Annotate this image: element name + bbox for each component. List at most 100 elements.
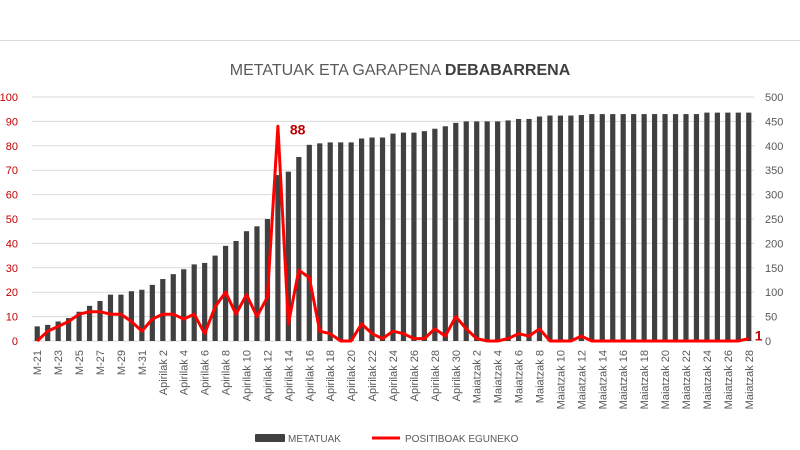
bar-metatuak (547, 115, 553, 341)
left-axis-tick-label: 70 (6, 165, 18, 177)
x-axis-tick-label: Maiatzak 16 (618, 350, 630, 409)
x-axis-tick-label: Maiatzak 22 (681, 350, 693, 409)
bar-metatuak (704, 112, 710, 341)
x-axis-tick-label: Apirilak 22 (367, 350, 379, 401)
x-axis-tick-label: M-29 (116, 350, 128, 375)
x-axis-tick-label: M-25 (74, 350, 86, 375)
bar-metatuak (170, 274, 176, 341)
bar-metatuak (306, 144, 312, 341)
bar-metatuak (463, 121, 469, 342)
bar-metatuak (432, 128, 438, 341)
bar-metatuak (128, 291, 135, 341)
title-regular: METATUAK ETA GARAPENA (230, 62, 445, 79)
bar-metatuak (725, 112, 731, 341)
bar-metatuak (97, 300, 103, 341)
x-axis-tick-label: M-23 (53, 350, 65, 375)
bar-metatuak (390, 133, 396, 341)
left-axis-tick-label: 60 (6, 190, 18, 202)
bar-metatuak (578, 115, 584, 341)
x-axis-tick-label: Apirilak 14 (283, 350, 295, 401)
bar-metatuak (254, 226, 260, 341)
chart-title: METATUAK ETA GARAPENA DEBABARRENA (230, 62, 571, 79)
x-axis-tick-label: Maiatzak 8 (534, 350, 546, 403)
x-axis-tick-label: Maiatzak 12 (576, 350, 588, 409)
bar-metatuak (296, 157, 302, 341)
bar-metatuak (662, 114, 668, 341)
x-axis-tick-label: Apirilak 12 (262, 350, 274, 401)
x-axis-tick-label: Apirilak 20 (346, 350, 358, 401)
x-axis-tick-label: Maiatzak 6 (514, 350, 526, 403)
right-axis-tick-label: 150 (765, 263, 783, 275)
legend-label-positiboak: POSITIBOAK EGUNEKO (405, 434, 519, 445)
x-axis-tick-label: Apirilak 2 (158, 350, 170, 395)
bar-metatuak (149, 284, 155, 341)
right-axis-tick-label: 300 (765, 190, 783, 202)
bar-metatuak (66, 318, 72, 341)
bar-metatuak (651, 114, 658, 341)
bar-metatuak (505, 120, 511, 341)
top-border (0, 40, 800, 41)
right-axis-tick-label: 450 (765, 116, 783, 128)
x-axis-tick-label: Maiatzak 10 (555, 350, 567, 409)
bar-metatuak (212, 255, 218, 341)
bar-metatuak (379, 137, 386, 341)
left-axis-tick-label: 10 (6, 312, 18, 324)
data-label: 88 (290, 121, 306, 137)
x-axis-tick-label: Maiatzak 24 (702, 350, 714, 409)
bar-metatuak (411, 132, 417, 341)
bar-metatuak (610, 114, 616, 341)
bar-metatuak (359, 138, 365, 341)
bar-metatuak (421, 131, 427, 341)
x-axis-tick-label: M-27 (95, 350, 107, 375)
left-axis-tick-label: 0 (12, 336, 18, 348)
x-axis-tick-label: Apirilak 18 (325, 350, 337, 401)
bar-metatuak (672, 114, 679, 341)
right-axis-tick-label: 350 (765, 165, 783, 177)
bar-metatuak (107, 294, 114, 341)
bar-metatuak (317, 143, 323, 341)
right-axis-tick-label: 200 (765, 238, 783, 250)
x-axis-tick-label: Maiatzak 14 (597, 350, 609, 409)
bar-metatuak (484, 121, 490, 342)
x-axis-tick-label: M-21 (32, 350, 44, 375)
x-axis-tick-label: Maiatzak 2 (472, 350, 484, 403)
left-axis-tick-label: 40 (6, 238, 18, 250)
bar-metatuak (474, 121, 480, 342)
bar-metatuak (202, 262, 208, 341)
x-axis-tick-label: Apirilak 24 (388, 350, 400, 401)
x-axis-tick-label: Apirilak 30 (451, 350, 463, 401)
right-axis-tick-label: 0 (765, 336, 771, 348)
x-axis-tick-label: Apirilak 16 (304, 350, 316, 401)
data-label: 1 (755, 328, 763, 344)
bar-metatuak (442, 126, 448, 341)
bar-metatuak (714, 112, 720, 341)
bar-metatuak (369, 137, 375, 341)
bar-metatuak (735, 112, 741, 341)
bar-metatuak (599, 114, 605, 341)
bar-metatuak (631, 114, 637, 341)
x-axis-tick-label: Apirilak 10 (242, 350, 254, 401)
bar-metatuak (400, 132, 407, 341)
x-axis-tick-label: Maiatzak 20 (660, 350, 672, 409)
bar-metatuak (55, 321, 61, 341)
bar-metatuak (620, 114, 626, 341)
legend-label-metatuak: METATUAK (288, 434, 341, 445)
bar-metatuak (139, 289, 145, 341)
bar-metatuak (118, 294, 124, 341)
bar-metatuak (34, 326, 40, 341)
right-axis-tick-label: 50 (765, 312, 777, 324)
bar-metatuak (683, 114, 689, 341)
bar-metatuak (641, 114, 647, 341)
bar-metatuak (86, 305, 93, 341)
x-axis-tick-label: Apirilak 28 (430, 350, 442, 401)
bar-metatuak (76, 311, 82, 341)
bar-metatuak (693, 114, 700, 341)
bar-metatuak (348, 142, 354, 341)
bar-metatuak (515, 118, 522, 342)
bar-metatuak (453, 122, 459, 341)
title-bold: DEBABARRENA (445, 62, 571, 79)
left-axis-tick-label: 50 (6, 214, 18, 226)
bar-metatuak (160, 279, 166, 341)
